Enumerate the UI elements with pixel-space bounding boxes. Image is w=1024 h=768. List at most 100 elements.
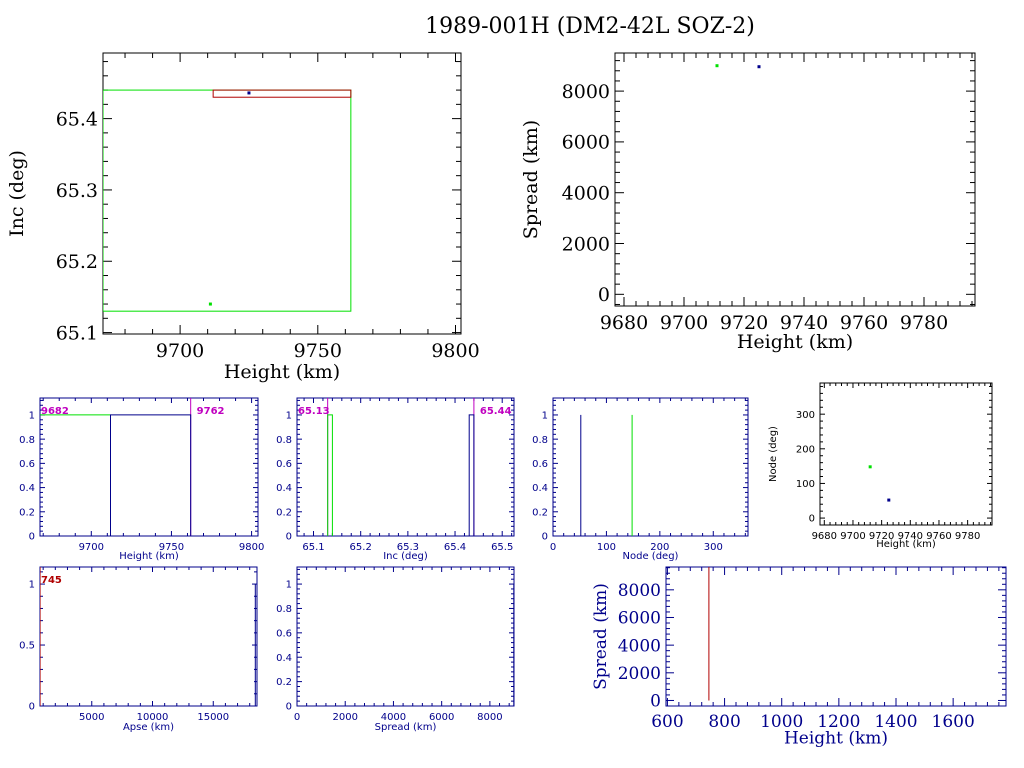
plot-area — [40, 398, 192, 536]
range-annotation: 65.13 — [298, 406, 330, 417]
y-tick-label: 0.4 — [532, 483, 548, 494]
chart-apse-hist: 5000 10000 15000 0 0.5 1 Apse (km) 745 — [19, 566, 258, 733]
y-tick-label: 0 — [29, 532, 35, 543]
x-tick-label: 65.4 — [444, 542, 466, 553]
x-tick-label: 1400 — [874, 712, 917, 732]
x-tick-label: 0 — [294, 712, 300, 723]
x-tick-label: 2000 — [332, 712, 357, 723]
chart-node-hist: 0 100 200 300 0 0.2 0.4 0.6 0.8 1 Node (deg) — [532, 397, 749, 562]
plot-frame — [552, 397, 749, 537]
y-tick-label: 0.4 — [19, 483, 35, 494]
y-tick-label: 0.6 — [19, 459, 35, 470]
chart-spread-vs-height: 9680 9700 9720 9740 9760 9780 0 2000 4000 6000 800… — [520, 52, 976, 353]
series-line — [327, 414, 333, 536]
data-point — [715, 64, 719, 68]
x-tick-label: 9800 — [239, 542, 264, 553]
y-tick-label: 65.3 — [56, 180, 98, 202]
y-tick-label: 0.2 — [276, 677, 292, 688]
x-tick-label: 9700 — [79, 542, 104, 553]
x-tick-label: 9720 — [869, 531, 894, 542]
y-tick-label: 1 — [29, 411, 35, 422]
y-axis-label: Spread (km) — [520, 120, 542, 239]
chart-inc-vs-height: 9700 9750 9800 65.1 65.2 65.3 65.4 Height (km) I… — [6, 52, 480, 383]
plot-frame — [39, 397, 259, 537]
range-annotation: 9762 — [197, 406, 225, 417]
x-axis-label: Spread (km) — [375, 722, 437, 733]
x-tick-label: 1200 — [817, 712, 860, 732]
y-axis-label: Spread (km) — [591, 583, 611, 690]
y-tick-label: 0 — [598, 284, 610, 306]
plot-frame — [296, 566, 515, 707]
plot-frame — [614, 52, 976, 307]
y-tick-label: 0.6 — [276, 628, 292, 639]
plot-area — [40, 567, 256, 706]
x-axis-label: Height (km) — [784, 728, 888, 748]
x-tick-label: 600 — [651, 712, 683, 732]
y-tick-label: 100 — [796, 479, 815, 490]
range-annotation: 65.44 — [480, 406, 512, 417]
y-axis-label: Node (deg) — [768, 426, 779, 482]
x-tick-label: 10000 — [137, 712, 169, 723]
x-tick-label: 9740 — [898, 531, 923, 542]
y-axis-label: Inc (deg) — [6, 150, 28, 237]
x-tick-label: 65.2 — [350, 542, 372, 553]
data-point — [887, 498, 891, 502]
range-box — [212, 89, 352, 98]
x-tick-label: 9680 — [600, 312, 648, 334]
x-tick-label: 9740 — [780, 312, 828, 334]
x-tick-label: 9780 — [955, 531, 980, 542]
plot-frame — [102, 52, 462, 335]
data-point — [757, 65, 761, 69]
range-box — [103, 89, 352, 312]
y-tick-label: 1 — [542, 411, 548, 422]
x-tick-label: 9700 — [156, 340, 204, 362]
plot-frame — [39, 566, 258, 707]
y-tick-label: 65.2 — [56, 251, 98, 273]
y-tick-label: 0.8 — [532, 435, 548, 446]
x-tick-label: 800 — [708, 712, 740, 732]
y-tick-label: 4000 — [618, 636, 661, 656]
y-tick-label: 1 — [29, 580, 35, 591]
y-tick-label: 65.4 — [56, 108, 98, 130]
x-tick-label: 5000 — [79, 712, 104, 723]
page-title: 1989-001H (DM2-42L SOZ-2) — [425, 14, 755, 39]
y-tick-label: 0.2 — [19, 507, 35, 518]
chart-inc-hist: 65.1 65.2 65.3 65.4 65.5 0 0.2 0.4 0.6 0.8 1 Inc (d… — [276, 397, 515, 562]
x-tick-label: 9760 — [840, 312, 888, 334]
series-line — [468, 414, 475, 536]
chart-spread-hist: 0 2000 4000 6000 8000 0 0.2 0.4 0.6 0.8 1 Spread (k… — [276, 566, 515, 733]
y-tick-label: 0 — [650, 692, 661, 712]
series-line — [110, 414, 192, 536]
y-tick-label: 4000 — [562, 183, 610, 205]
y-tick-label: 0 — [809, 514, 815, 525]
plot-frame — [819, 382, 993, 526]
y-tick-label: 6000 — [618, 609, 661, 629]
plot-area — [715, 64, 761, 69]
y-tick-label: 0 — [286, 532, 292, 543]
x-tick-label: 9700 — [660, 312, 708, 334]
data-point — [208, 302, 212, 306]
plot-area — [868, 465, 891, 502]
x-tick-label: 100 — [597, 542, 616, 553]
y-tick-label: 2000 — [618, 664, 661, 684]
y-tick-label: 0.4 — [276, 653, 292, 664]
x-tick-label: 9760 — [926, 531, 951, 542]
chart-height-hist: 9700 9750 9800 0 0.2 0.4 0.6 0.8 1 Height (km) 968… — [19, 397, 264, 562]
y-tick-label: 0 — [29, 702, 35, 713]
x-tick-label: 9720 — [720, 312, 768, 334]
x-tick-label: 65.1 — [302, 542, 324, 553]
x-tick-label: 65.5 — [491, 542, 513, 553]
y-tick-label: 65.1 — [56, 322, 98, 344]
x-axis-label: Node (deg) — [623, 551, 679, 562]
y-tick-label: 0.6 — [276, 459, 292, 470]
y-tick-label: 0.5 — [19, 641, 35, 652]
x-tick-label: 8000 — [477, 712, 502, 723]
x-tick-label: 9680 — [812, 531, 837, 542]
x-tick-label: 9750 — [159, 542, 184, 553]
y-tick-label: 1 — [286, 580, 292, 591]
y-tick-label: 0.4 — [276, 483, 292, 494]
y-tick-label: 0.8 — [19, 435, 35, 446]
x-axis-label: Inc (deg) — [383, 551, 428, 562]
y-tick-label: 0 — [542, 532, 548, 543]
